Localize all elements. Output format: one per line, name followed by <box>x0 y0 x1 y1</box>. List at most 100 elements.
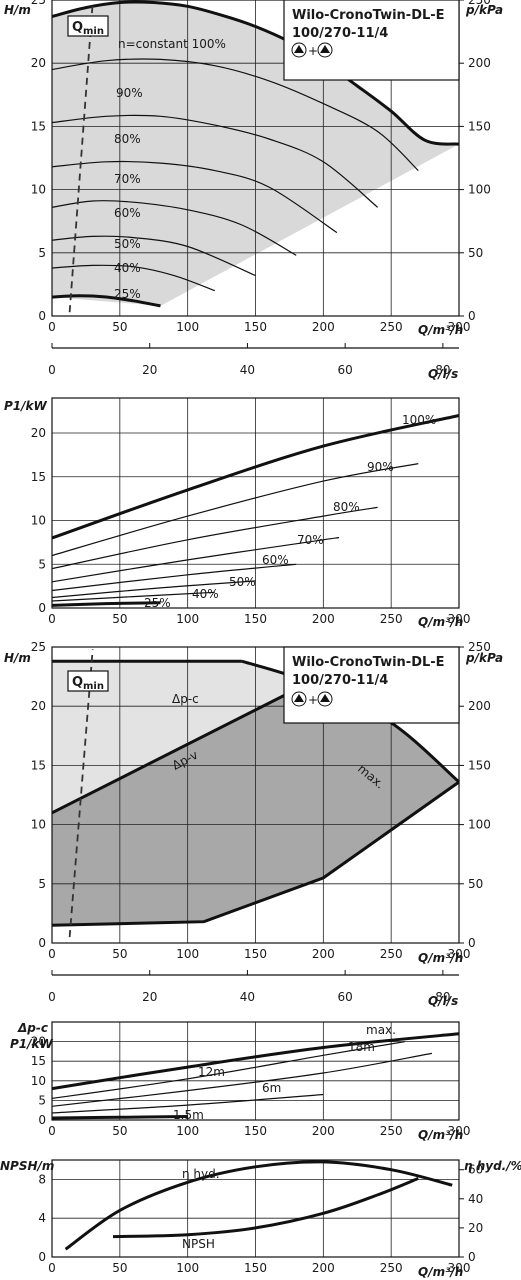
modes-xlabel: Q/m³/h <box>418 951 463 965</box>
modes-title-line1: Wilo-CronoTwin-DL-E <box>292 655 445 670</box>
power-curve-60 <box>51 563 297 592</box>
head-xtick: 50 <box>112 320 127 334</box>
power-ytick: 5 <box>38 557 46 571</box>
head-xtick: 200 <box>312 320 335 334</box>
modes-y2tick: 100 <box>468 818 491 832</box>
head-y2tick: 100 <box>468 183 491 197</box>
modes-qmin-line <box>68 649 94 938</box>
npsh-xtick: 100 <box>176 1261 199 1275</box>
dpc-ytick: 20 <box>31 1035 46 1049</box>
npsh-curve <box>112 1177 419 1239</box>
npsh-frame <box>51 1159 460 1258</box>
power-xtick: 150 <box>244 612 267 626</box>
modes-title-line2: 100/270-11/4 <box>292 673 388 688</box>
head-y2label: p/kPa <box>465 3 503 17</box>
npsh-label: NPSH <box>182 1237 215 1251</box>
head-series-label: 25% <box>114 287 141 301</box>
npsh-y2tick: 60 <box>468 1163 483 1177</box>
power-xtick: 50 <box>112 612 127 626</box>
dpc-ytick: 10 <box>31 1074 46 1088</box>
modes-y2label: p/kPa <box>465 651 503 665</box>
modes-frame <box>51 646 460 944</box>
dpc-xtick: 300 <box>448 1124 471 1138</box>
npsh-ytick: 8 <box>38 1172 46 1186</box>
power-curve-90 <box>51 463 419 557</box>
head-title-line2: 100/270-11/4 <box>292 26 388 41</box>
head-title-line1: Wilo-CronoTwin-DL-E <box>292 8 445 23</box>
head-series-label: 60% <box>114 206 141 220</box>
dpc-xtick: 250 <box>380 1124 403 1138</box>
modes-ytick: 25 <box>31 640 46 654</box>
pump-symbol-icon <box>294 694 304 702</box>
dpc-xtick: 100 <box>176 1124 199 1138</box>
flow-ls-tick: 60 <box>338 363 353 377</box>
head-title-symbol: + <box>308 44 318 58</box>
modes-ytick: 0 <box>38 936 46 950</box>
head-frame <box>51 0 460 317</box>
head-xtick: 100 <box>176 320 199 334</box>
head-ytick: 0 <box>38 309 46 323</box>
flow-ls2-tick: 60 <box>338 990 353 1004</box>
head-series-label: n=constant 100% <box>118 37 226 51</box>
dpc-ytick: 0 <box>38 1113 46 1127</box>
flow-ls-tick: 0 <box>48 363 56 377</box>
head-curve-60 <box>51 200 297 256</box>
npsh-xtick: 200 <box>312 1261 335 1275</box>
dpc-ytick: 5 <box>38 1093 46 1107</box>
head-xlabel: Q/m³/h <box>418 323 463 337</box>
head-series-label: 50% <box>114 237 141 251</box>
modes-ytick: 20 <box>31 699 46 713</box>
head-ytick: 25 <box>31 0 46 7</box>
head-grid: 0 50 100 150 200 250 3000510152025050100150200… <box>31 0 491 334</box>
head-ytick: 10 <box>31 183 46 197</box>
flow-ls-tick: 20 <box>142 363 157 377</box>
head-y2tick: 250 <box>468 0 491 7</box>
dpc-series-label: 6m <box>262 1081 281 1095</box>
npsh-xtick: 250 <box>380 1261 403 1275</box>
flow-ls-label: Q/l/s <box>428 367 458 381</box>
power-series-label: 40% <box>192 587 219 601</box>
modes-y2tick: 50 <box>468 877 483 891</box>
power-curve-100 <box>51 414 460 540</box>
dpc-xtick: 0 <box>48 1124 56 1138</box>
power-series-label: 60% <box>262 553 289 567</box>
dpc-ylabel-line2: P1/kW <box>10 1037 54 1051</box>
power-ytick: 15 <box>31 470 46 484</box>
head-y2tick: 0 <box>468 309 476 323</box>
power-frame <box>51 397 460 609</box>
dpc-curve <box>51 1032 460 1091</box>
dpc-xtick: 200 <box>312 1124 335 1138</box>
dpc-xlabel: Q/m³/h <box>418 1128 463 1142</box>
head-series-label: 80% <box>114 132 141 146</box>
pump-symbol-icon <box>294 45 304 53</box>
head-curve-50 <box>51 235 256 277</box>
power-curve-70 <box>51 537 340 583</box>
dpc-series-label: max. <box>366 1023 396 1037</box>
modes-min-curve <box>51 780 460 927</box>
flow-ls2-tick: 20 <box>142 990 157 1004</box>
npsh-xtick: 150 <box>244 1261 267 1275</box>
power-series-label: 90% <box>367 460 394 474</box>
flow-ls-tick: 80 <box>435 363 450 377</box>
dpc-series-label: 1.5m <box>173 1108 204 1122</box>
npsh-ytick: 0 <box>38 1250 46 1264</box>
modes-title-box <box>283 646 460 724</box>
dpc-xtick: 150 <box>244 1124 267 1138</box>
modes-qmin-label: Q <box>72 675 83 690</box>
power-series-label: 100% <box>402 413 436 427</box>
head-xtick: 0 <box>48 320 56 334</box>
npsh-y2tick: 20 <box>468 1221 483 1235</box>
power-curve-50 <box>51 580 256 599</box>
flow-ls-tick: 40 <box>240 363 255 377</box>
pump-symbol-icon <box>320 694 330 702</box>
head-series-label: 90% <box>116 86 143 100</box>
npsh-ytick: 4 <box>38 1211 46 1225</box>
head-xtick: 150 <box>244 320 267 334</box>
dpc-curve <box>51 1093 324 1114</box>
power-ytick: 0 <box>38 601 46 615</box>
head-ytick: 5 <box>38 246 46 260</box>
dpc-series-label: 18m <box>348 1040 375 1054</box>
power-xlabel: Q/m³/h <box>418 615 463 629</box>
